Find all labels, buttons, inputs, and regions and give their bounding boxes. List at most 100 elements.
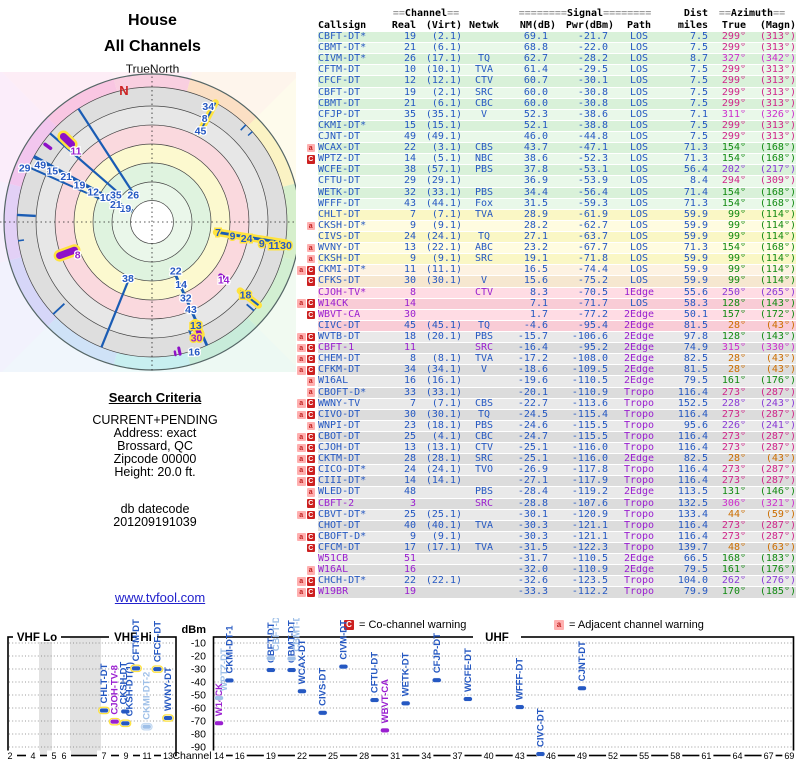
spoke-channel-label: 34 (202, 101, 214, 113)
table-row: C CFKS-DT 30 (30.1) V 15.6 -75.2 LOS 59.9 99° (114… (296, 276, 798, 288)
cell-nm_db: 52.1 (506, 120, 556, 131)
cell-callsign: CBOT-DT (318, 431, 390, 443)
table-row: C CBFT-2 3 SRC -28.8 -107.6 Tropo 132.5 306° (321… (296, 498, 798, 510)
cell-pwr_dbm: -74.4 (556, 265, 614, 276)
station-bar-label: CBMT-DT (287, 620, 298, 663)
cell-miles: 116.4 (664, 409, 708, 420)
cell-netwk: TVO (462, 465, 506, 476)
table-row: CFJP-DT 35 (35.1) V 52.3 -38.6 LOS 7.1 311° (326°… (296, 109, 798, 121)
cell-az_magn: (313°) (746, 65, 796, 76)
band-header-label: UHF (485, 632, 509, 644)
co-channel-warning-icon: C (306, 299, 315, 308)
compass-rim-segment (113, 73, 191, 92)
cell-nm_db: -17.2 (506, 354, 556, 365)
adjacent-warning-icon: a (297, 266, 306, 275)
warning-badges (296, 187, 318, 198)
table-row: CHLT-DT 7 (7.1) TVA 28.9 -61.9 LOS 59.9 99° (114°… (296, 209, 798, 221)
cell-nm_db: -4.6 (506, 320, 556, 331)
cell-az_magn: (183°) (746, 554, 796, 565)
cell-nm_db: -27.1 (506, 476, 556, 487)
cell-az_true: 99° (708, 209, 746, 220)
cell-az_true: 154° (708, 187, 746, 198)
cell-pwr_dbm: -120.9 (556, 509, 614, 520)
cell-real: 19 (390, 87, 416, 98)
cell-pwr_dbm: -30.1 (556, 76, 614, 87)
db-datecode-group: db datecode 201209191039 (40, 503, 270, 529)
cell-az_true: 161° (708, 376, 746, 387)
channel-tick-bg (668, 750, 683, 761)
cell-real: 19 (390, 587, 416, 598)
cell-netwk: TQ (462, 409, 506, 420)
cell-nm_db: -30.3 (506, 520, 556, 531)
cell-miles: 71.3 (664, 243, 708, 254)
cell-callsign: WCFE-DT (318, 165, 390, 176)
cell-pwr_dbm: -30.8 (556, 98, 614, 109)
dbm-tick-label: -50 (191, 690, 206, 702)
cell-az_true: 311° (708, 109, 746, 120)
spoke-channel-label: 11 (268, 240, 279, 252)
dbm-tick-label: -90 (191, 742, 206, 754)
warning-badges: a (296, 565, 318, 576)
cell-nm_db: 7.1 (506, 298, 556, 309)
table-header-row2: Callsign Real (Virt) Netwk NM(dB) Pwr(dBm) Pat… (296, 20, 798, 32)
cell-path: 1Edge (614, 287, 664, 298)
cell-az_true: 299° (708, 131, 746, 143)
cell-virt: (17.1) (416, 543, 462, 554)
cell-az_true: 131° (708, 487, 746, 498)
cell-real: 32 (390, 187, 416, 198)
cell-virt: (29.1) (416, 176, 462, 187)
table-row: a CKSH-DT 9 (9.1) SRC 19.1 -71.8 LOS 59.9 99° (114… (296, 254, 798, 266)
cell-virt: (25.1) (416, 509, 462, 520)
cell-az_true: 299° (708, 87, 746, 98)
cell-virt: (15.1) (416, 120, 462, 131)
cell-real: 17 (390, 543, 416, 554)
cell-nm_db: -31.5 (506, 543, 556, 554)
channel-tick-bg (357, 750, 372, 761)
warning-badges: C (296, 276, 318, 287)
cell-virt: (8.1) (416, 354, 462, 365)
cell-virt: (7.1) (416, 398, 462, 409)
cell-path: Tropo (614, 431, 664, 443)
table-row: CFCF-DT 12 (12.1) CTV 60.7 -30.1 LOS 7.5 299° (31… (296, 76, 798, 88)
cell-real: 19 (390, 32, 416, 43)
compass-rim-segment (186, 317, 257, 365)
cell-az_true: 299° (708, 98, 746, 109)
cell-netwk: TVA (462, 354, 506, 365)
cell-callsign: CBMT-DT* (318, 43, 390, 54)
station-signal-bar (224, 677, 235, 683)
cell-miles: 139.7 (664, 543, 708, 554)
cell-miles: 132.5 (664, 498, 708, 509)
cell-az_magn: (342°) (746, 54, 796, 65)
cell-pwr_dbm: -53.9 (556, 176, 614, 187)
cell-path: LOS (614, 143, 664, 154)
cell-callsign: CFTU-DT (318, 176, 390, 187)
cell-virt (416, 554, 462, 565)
cell-path: LOS (614, 243, 664, 254)
cell-callsign: CIVS-DT (318, 231, 390, 243)
warning-badges (296, 320, 318, 331)
cell-nm_db: -33.3 (506, 587, 556, 598)
cell-pwr_dbm: -119.2 (556, 487, 614, 498)
cell-pwr_dbm: -47.1 (556, 143, 614, 154)
adjacent-warning-icon: a (306, 566, 315, 575)
cell-real: 11 (390, 265, 416, 276)
co-channel-warning-icon: C (306, 277, 315, 286)
tvfool-link[interactable]: www.tvfool.com (114, 590, 206, 605)
header-col-magn: (Magn) (759, 20, 796, 31)
cell-nm_db: 62.7 (506, 54, 556, 65)
compass-rim-segment (9, 117, 57, 188)
cell-netwk (462, 220, 506, 231)
table-row: a C WVTB-DT 18 (20.1) PBS -15.7 -106.6 2Edge 97.8… (296, 331, 798, 344)
adjacent-warning-icon: a (297, 332, 306, 342)
cell-az_magn: (43°) (746, 320, 796, 331)
cell-nm_db: -16.4 (506, 343, 556, 354)
cell-real: 16 (390, 376, 416, 387)
channel-tick-bg (57, 750, 71, 761)
cell-netwk (462, 476, 506, 487)
co-channel-warning-icon: C (306, 532, 315, 542)
header-col-real: Real (391, 20, 416, 31)
cell-real: 9 (390, 531, 416, 543)
station-signal-bar (214, 695, 224, 701)
station-bar-label: WVNY-DT (163, 667, 174, 711)
